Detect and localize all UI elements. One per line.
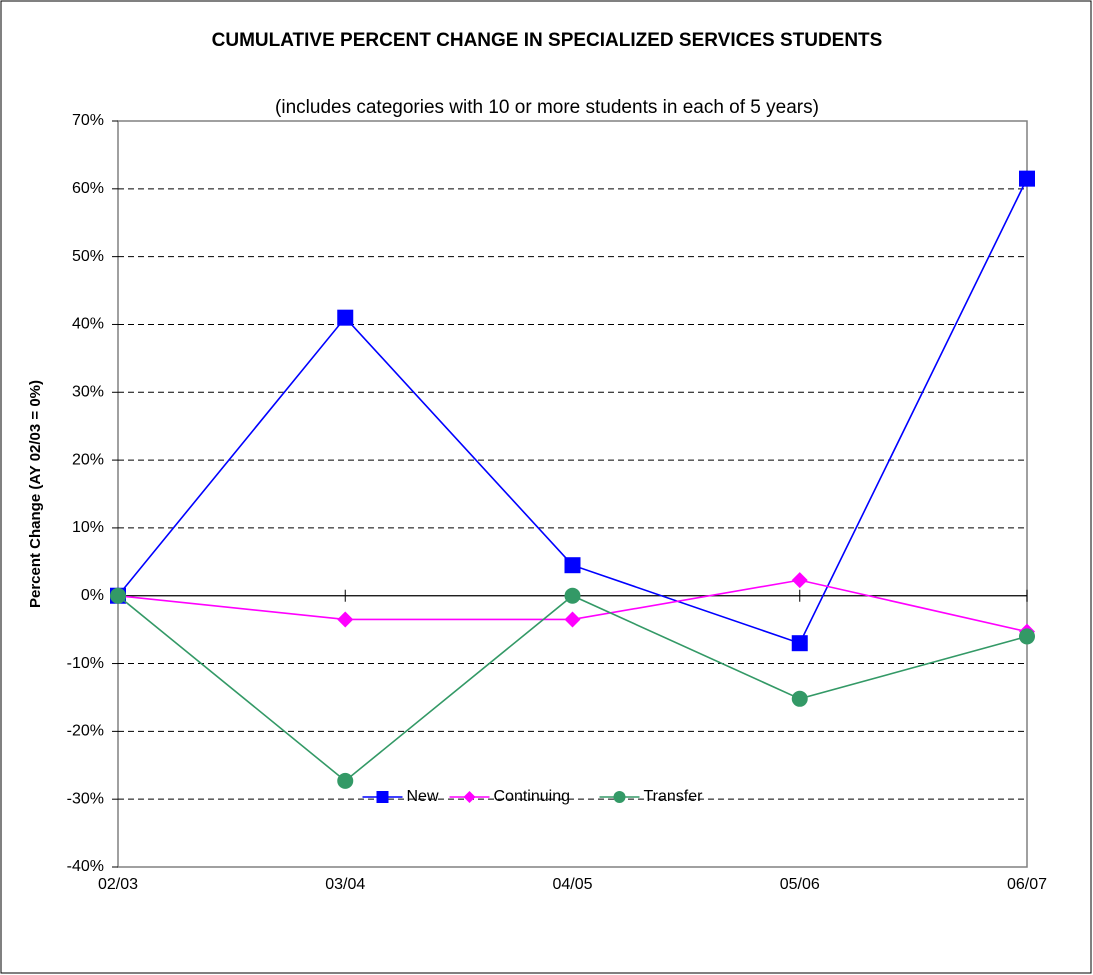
y-tick-label: 20% <box>72 451 104 468</box>
legend-marker <box>463 791 476 803</box>
marker <box>564 557 581 574</box>
legend-marker <box>613 791 626 803</box>
y-tick-label: -20% <box>67 723 104 740</box>
marker <box>337 772 354 789</box>
x-tick-label: 06/07 <box>1007 876 1047 893</box>
x-tick-label: 04/05 <box>552 876 592 893</box>
marker <box>791 572 808 589</box>
x-tick-label: 03/04 <box>325 876 365 893</box>
y-tick-label: 40% <box>72 316 104 333</box>
y-tick-label: 30% <box>72 383 104 400</box>
marker <box>337 611 354 628</box>
marker <box>110 587 126 604</box>
y-tick-label: -30% <box>67 790 104 807</box>
plot-area <box>117 120 1028 868</box>
y-tick-label: -10% <box>67 655 104 672</box>
y-tick-label: 60% <box>72 180 104 197</box>
legend-label: New <box>407 788 439 805</box>
y-tick-label: 10% <box>72 519 104 536</box>
marker <box>1019 170 1035 187</box>
x-tick-label: 02/03 <box>98 876 138 893</box>
marker <box>791 690 808 707</box>
y-axis-label: Percent Change (AY 02/03 = 0%) <box>27 380 44 608</box>
marker <box>564 611 581 628</box>
legend-marker <box>376 791 389 803</box>
y-tick-label: 0% <box>81 587 104 604</box>
legend-label: Transfer <box>644 788 704 805</box>
marker <box>1019 628 1035 645</box>
legend-label: Continuing <box>494 788 571 805</box>
y-tick-label: -40% <box>67 858 104 875</box>
chart-title: CUMULATIVE PERCENT CHANGE IN SPECIALIZED… <box>211 30 883 51</box>
marker <box>791 635 808 652</box>
x-tick-label: 05/06 <box>780 876 820 893</box>
y-tick-label: 70% <box>72 112 104 129</box>
marker <box>337 309 354 326</box>
marker <box>564 587 581 604</box>
chart-subtitle: (includes categories with 10 or more stu… <box>275 97 819 118</box>
y-tick-label: 50% <box>72 248 104 265</box>
